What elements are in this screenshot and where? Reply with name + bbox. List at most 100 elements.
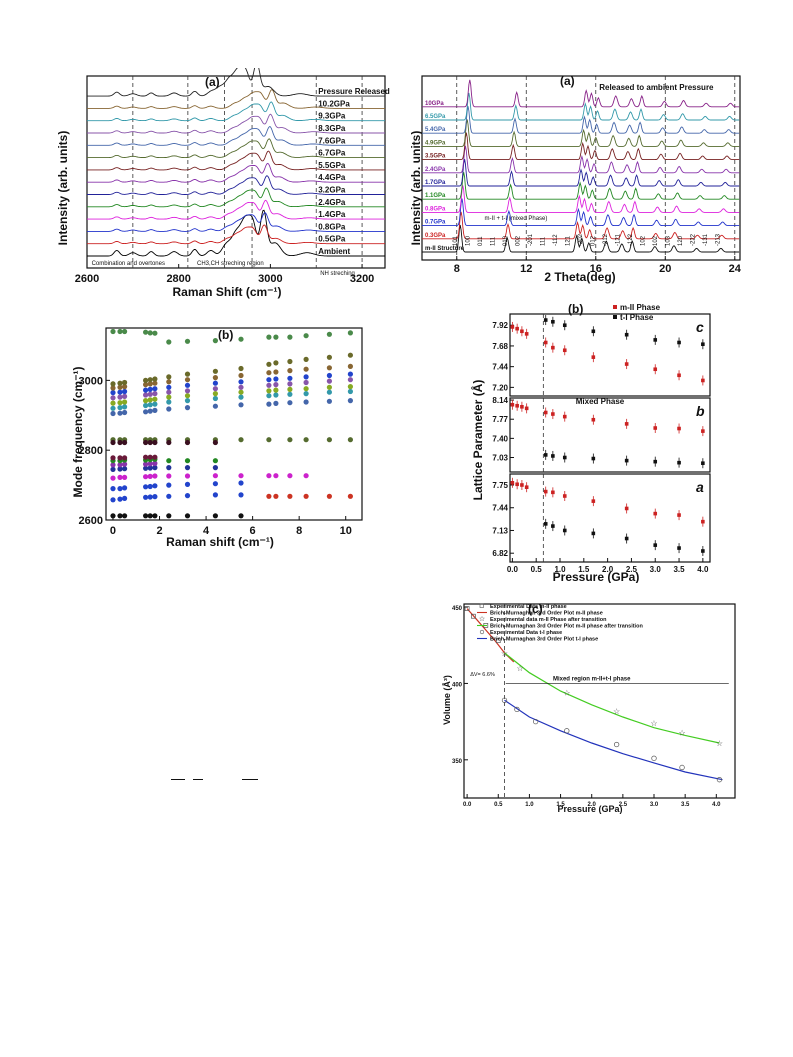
- legend-entry: Experimental Data m-II phase: [490, 604, 567, 610]
- x-axis-label: Raman Shift (cm⁻¹): [172, 285, 281, 299]
- data-point: [184, 465, 191, 471]
- data-point-m-II: [464, 606, 470, 611]
- data-point: [117, 410, 123, 416]
- data-point: [110, 328, 116, 335]
- panel-label: (b): [568, 302, 583, 316]
- x-tick-label: 2600: [75, 273, 99, 285]
- spectrum-line: [87, 150, 385, 171]
- x-tick-label: 12: [520, 263, 532, 275]
- data-point: [303, 493, 309, 499]
- data-point-t-I: [591, 456, 596, 461]
- data-point: [212, 513, 218, 519]
- subplot-label: b: [696, 403, 705, 419]
- y-axis-label: Mode frequency (cm⁻¹): [71, 366, 85, 497]
- data-point-t-I: [551, 319, 555, 324]
- hkl-label: 102: [653, 235, 659, 246]
- series-label: 5.5GPa: [318, 161, 346, 170]
- data-point-m-II: [543, 410, 548, 415]
- data-point: [152, 473, 158, 479]
- data-point: [303, 473, 309, 479]
- data-point-m-II-after: ☆: [678, 728, 685, 737]
- data-point-m-II-after: ☆: [613, 707, 620, 716]
- data-point: [152, 401, 158, 407]
- hkl-label: -201: [528, 233, 534, 246]
- data-point-m-II: [653, 511, 658, 516]
- x-tick-label: 2.5: [619, 802, 628, 808]
- data-point: [347, 377, 353, 383]
- data-point: [266, 401, 272, 407]
- data-point-t-I: [562, 455, 567, 460]
- data-point-m-II: [562, 348, 567, 353]
- data-point: [110, 486, 116, 492]
- data-point: [122, 485, 128, 491]
- y-axis-label: Lattice Parameter (Å): [470, 380, 485, 501]
- data-point-m-II: [520, 329, 524, 334]
- data-point-m-II: [543, 340, 548, 345]
- fit-line-m-II-after: [504, 652, 720, 744]
- pattern-line: [422, 185, 740, 213]
- data-point: [143, 409, 149, 415]
- data-point: [110, 439, 116, 446]
- data-point: [238, 492, 244, 498]
- data-point: [152, 460, 158, 466]
- data-point: [110, 475, 116, 481]
- data-point-t-I: [677, 460, 681, 465]
- data-point-m-II: [653, 426, 658, 430]
- data-point: [347, 330, 353, 336]
- x-tick-label: 0: [110, 525, 116, 537]
- data-point-m-II: [515, 326, 519, 331]
- data-point-m-II: [495, 638, 501, 644]
- top-label: Released to ambient Pressure: [599, 83, 714, 92]
- data-point: [212, 439, 218, 446]
- spectrum-line: [87, 187, 385, 208]
- data-point: [152, 376, 158, 382]
- data-point-t-I: [716, 777, 723, 783]
- data-point: [266, 377, 272, 383]
- data-point: [212, 492, 218, 498]
- panel-label: (a): [560, 74, 575, 88]
- data-point: [266, 393, 272, 399]
- data-point-t-I: [551, 524, 555, 528]
- data-point: [212, 375, 218, 381]
- x-tick-label: 6: [250, 525, 256, 537]
- spectrum-line: [87, 113, 385, 134]
- data-point: [110, 455, 116, 461]
- data-point: [147, 494, 153, 500]
- legend-marker: [479, 603, 484, 608]
- plot-frame: [421, 75, 741, 261]
- pattern-line: [422, 92, 740, 121]
- data-point-m-II-after: ☆: [563, 689, 570, 698]
- data-point: [147, 439, 153, 446]
- data-point-m-II: [510, 325, 515, 329]
- data-point: [184, 398, 191, 404]
- data-point: [122, 455, 128, 461]
- spectrum-line: [87, 212, 385, 232]
- data-point: [266, 473, 272, 479]
- data-point: [143, 454, 149, 460]
- y-tick-label: 450: [452, 606, 463, 612]
- data-point: [273, 493, 279, 499]
- x-tick-label: 3.0: [650, 565, 662, 574]
- data-point: [166, 399, 172, 405]
- data-point: [184, 405, 191, 411]
- data-point: [303, 333, 309, 339]
- data-point: [122, 439, 128, 446]
- spectrum-line: [87, 199, 385, 220]
- data-point-m-II: [510, 402, 515, 407]
- data-point-t-I: [679, 764, 685, 771]
- data-point: [110, 385, 116, 391]
- data-point: [238, 365, 244, 372]
- plot-frame: [463, 603, 736, 799]
- hkl-label: 002: [515, 235, 521, 246]
- panel-label: (a): [205, 75, 220, 89]
- data-point: [303, 379, 309, 386]
- series-label: 1.4GPa: [318, 210, 346, 219]
- data-point: [147, 408, 153, 414]
- data-point: [212, 386, 218, 392]
- x-tick-label: 2.0: [588, 802, 597, 808]
- spectrum-line: [87, 101, 385, 122]
- data-point: [347, 398, 353, 404]
- region-label: CH3,CH streching region: [197, 261, 264, 267]
- data-point: [110, 405, 116, 411]
- subplot-label: a: [696, 479, 704, 495]
